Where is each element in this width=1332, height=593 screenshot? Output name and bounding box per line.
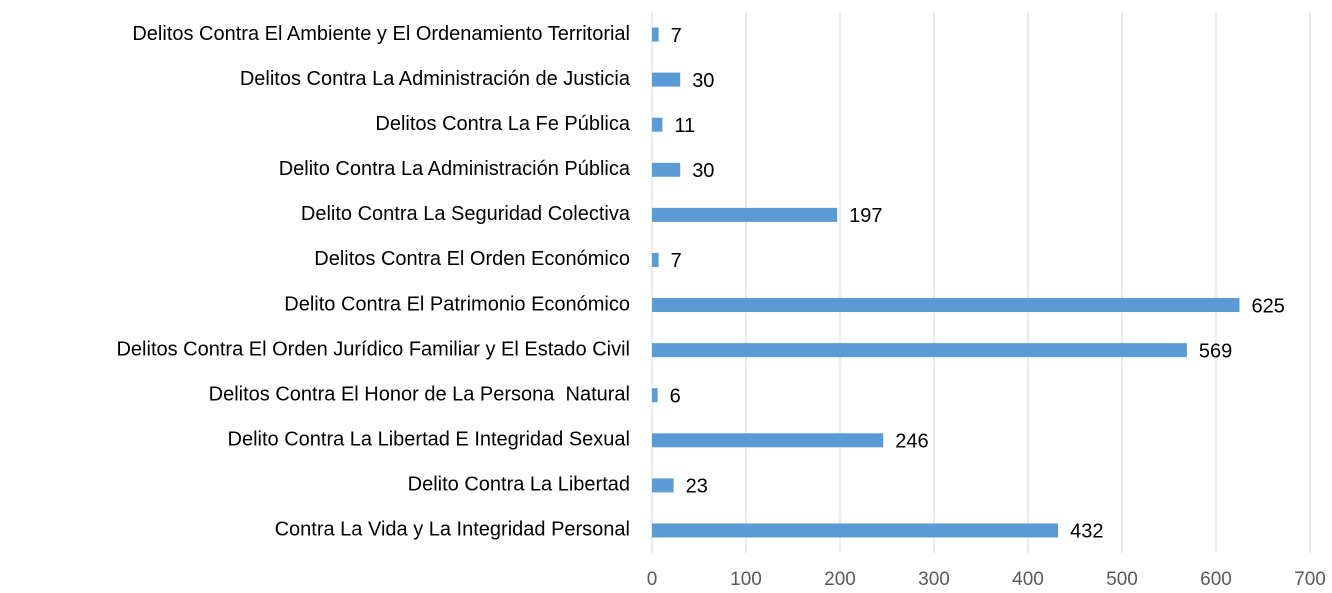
y-tick-label: Delitos Contra La Administración de Just… xyxy=(240,68,631,90)
data-label: 432 xyxy=(1070,521,1103,543)
bar xyxy=(652,117,663,132)
data-label: 6 xyxy=(670,385,681,407)
x-tick-label: 400 xyxy=(1012,569,1044,590)
bar xyxy=(652,523,1059,538)
bar xyxy=(652,27,659,42)
y-tick-label: Delitos Contra El Honor de La Persona Na… xyxy=(209,383,630,405)
bar xyxy=(652,298,1240,313)
y-tick-label: Delito Contra La Libertad E Integridad S… xyxy=(228,429,630,451)
y-tick-label: Delitos Contra La Fe Pública xyxy=(375,113,630,135)
x-tick-label: 200 xyxy=(824,569,856,590)
bar xyxy=(652,207,838,222)
y-tick-label: Delitos Contra El Orden Económico xyxy=(314,248,630,270)
data-label: 197 xyxy=(849,205,882,227)
bar xyxy=(652,343,1187,358)
x-tick-label: 700 xyxy=(1294,569,1326,590)
y-tick-label: Contra La Vida y La Integridad Personal xyxy=(275,519,630,541)
bar xyxy=(652,162,681,177)
y-tick-label: Delito Contra La Libertad xyxy=(408,474,630,496)
bar xyxy=(652,72,681,87)
bar xyxy=(652,252,659,267)
bar xyxy=(652,388,658,403)
data-label: 23 xyxy=(686,476,708,498)
data-label: 30 xyxy=(692,160,714,182)
data-label: 30 xyxy=(692,70,714,92)
y-tick-label: Delito Contra El Patrimonio Económico xyxy=(284,293,630,315)
bar xyxy=(652,433,884,448)
data-label: 569 xyxy=(1199,340,1232,362)
y-tick-label: Delitos Contra El Orden Jurídico Familia… xyxy=(116,338,630,360)
x-tick-label: 600 xyxy=(1200,569,1232,590)
data-label: 7 xyxy=(671,250,682,272)
data-label: 11 xyxy=(674,115,695,137)
x-tick-label: 300 xyxy=(918,569,950,590)
y-tick-label: Delito Contra La Administración Pública xyxy=(279,158,631,180)
y-tick-label: Delitos Contra El Ambiente y El Ordenami… xyxy=(132,23,630,45)
data-label: 246 xyxy=(895,431,928,453)
data-label: 7 xyxy=(671,25,682,47)
bar xyxy=(652,478,674,493)
y-tick-label: Delito Contra La Seguridad Colectiva xyxy=(301,203,631,225)
x-tick-label: 500 xyxy=(1106,569,1138,590)
x-tick-label: 0 xyxy=(647,569,658,590)
data-label: 625 xyxy=(1252,295,1285,317)
x-tick-label: 100 xyxy=(730,569,762,590)
